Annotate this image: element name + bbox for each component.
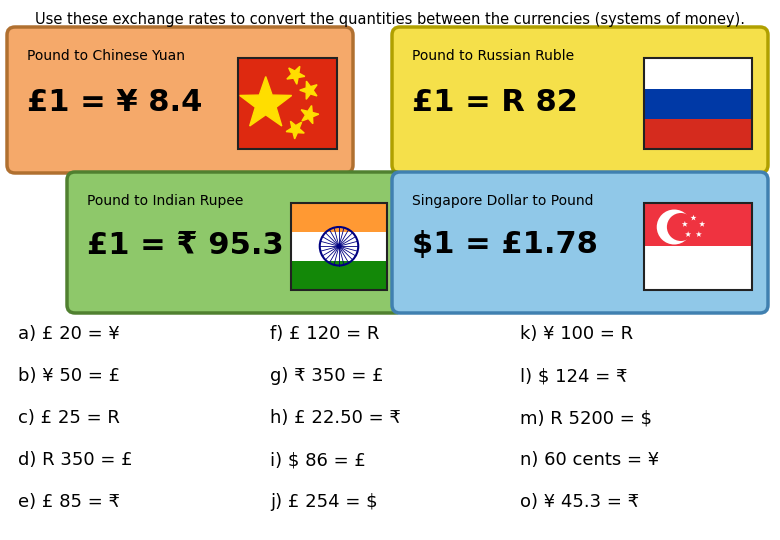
- Polygon shape: [300, 81, 317, 99]
- Text: i) $ 86 = £: i) $ 86 = £: [270, 451, 366, 469]
- Text: j) £ 254 = $: j) £ 254 = $: [270, 493, 378, 511]
- Text: Singapore Dollar to Pound: Singapore Dollar to Pound: [412, 194, 594, 208]
- Bar: [644, 119, 752, 150]
- Text: Pound to Chinese Yuan: Pound to Chinese Yuan: [27, 49, 185, 63]
- Bar: [291, 202, 387, 232]
- Bar: [238, 58, 337, 150]
- Polygon shape: [286, 121, 304, 139]
- Text: £1 = R 82: £1 = R 82: [412, 88, 578, 117]
- Polygon shape: [682, 221, 688, 227]
- FancyBboxPatch shape: [67, 172, 403, 313]
- Polygon shape: [301, 105, 319, 124]
- Text: b) ¥ 50 = £: b) ¥ 50 = £: [18, 367, 120, 385]
- Bar: [644, 89, 752, 119]
- Text: Pound to Russian Ruble: Pound to Russian Ruble: [412, 49, 574, 63]
- Text: £1 = ¥ 8.4: £1 = ¥ 8.4: [27, 88, 202, 117]
- Circle shape: [337, 244, 342, 248]
- Text: a) £ 20 = ¥: a) £ 20 = ¥: [18, 325, 120, 343]
- Bar: [644, 58, 752, 150]
- Text: £1 = ₹ 95.3: £1 = ₹ 95.3: [87, 231, 284, 260]
- Polygon shape: [287, 66, 305, 84]
- FancyBboxPatch shape: [392, 27, 768, 173]
- Text: n) 60 cents = ¥: n) 60 cents = ¥: [520, 451, 659, 469]
- Text: Use these exchange rates to convert the quantities between the currencies (syste: Use these exchange rates to convert the …: [35, 12, 745, 27]
- Text: $1 = £1.78: $1 = £1.78: [412, 231, 598, 260]
- Text: g) ₹ 350 = £: g) ₹ 350 = £: [270, 367, 384, 385]
- Bar: [644, 202, 752, 290]
- Polygon shape: [696, 231, 702, 237]
- Text: l) $ 124 = ₹: l) $ 124 = ₹: [520, 367, 627, 385]
- FancyBboxPatch shape: [7, 27, 353, 173]
- Text: e) £ 85 = ₹: e) £ 85 = ₹: [18, 493, 120, 511]
- Circle shape: [657, 210, 692, 245]
- Text: Pound to Indian Rupee: Pound to Indian Rupee: [87, 194, 243, 208]
- Bar: [644, 58, 752, 89]
- Text: c) £ 25 = R: c) £ 25 = R: [18, 409, 120, 427]
- Bar: [291, 261, 387, 290]
- Text: m) R 5200 = $: m) R 5200 = $: [520, 409, 652, 427]
- Polygon shape: [685, 231, 691, 237]
- Text: h) £ 22.50 = ₹: h) £ 22.50 = ₹: [270, 409, 401, 427]
- Circle shape: [667, 213, 695, 241]
- FancyBboxPatch shape: [392, 172, 768, 313]
- Text: d) R 350 = £: d) R 350 = £: [18, 451, 133, 469]
- Polygon shape: [690, 215, 697, 220]
- Text: o) ¥ 45.3 = ₹: o) ¥ 45.3 = ₹: [520, 493, 639, 511]
- Bar: [644, 246, 752, 290]
- Bar: [291, 232, 387, 261]
- Polygon shape: [699, 221, 705, 227]
- Bar: [644, 202, 752, 246]
- Text: f) £ 120 = R: f) £ 120 = R: [270, 325, 379, 343]
- Bar: [291, 202, 387, 290]
- Polygon shape: [239, 77, 292, 126]
- Text: k) ¥ 100 = R: k) ¥ 100 = R: [520, 325, 633, 343]
